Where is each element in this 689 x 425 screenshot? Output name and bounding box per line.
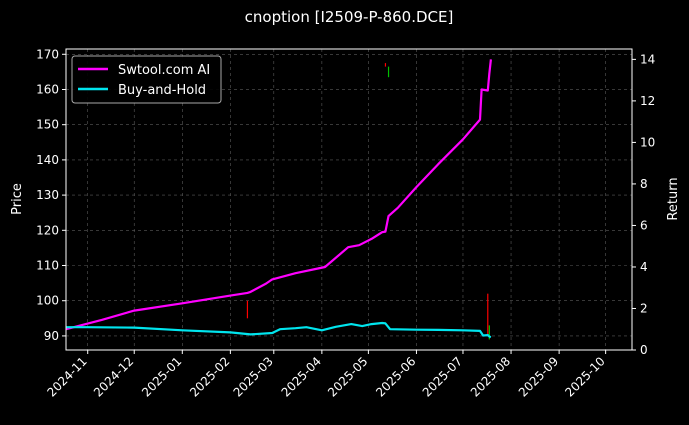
series-line-swtool [65, 59, 492, 331]
y2-tick-label: 14 [640, 52, 655, 66]
y-tick-label: 120 [36, 223, 59, 237]
series-layer [65, 59, 492, 339]
legend-box [71, 55, 222, 104]
legend: Swtool.com AI Buy-and-Hold [71, 55, 222, 104]
y-tick-label: 90 [44, 329, 59, 343]
plot-frame [65, 48, 633, 351]
y-tick-label: 100 [36, 294, 59, 308]
y2-tick-label: 2 [640, 301, 648, 315]
y2-tick-label: 6 [640, 218, 648, 232]
y2-tick-label: 12 [640, 94, 655, 108]
y-tick-label: 130 [36, 188, 59, 202]
y-tick-label: 140 [36, 153, 59, 167]
y-tick-label: 110 [36, 259, 59, 273]
y-tick-label: 160 [36, 82, 59, 96]
chart-title: cnoption [I2509-P-860.DCE] [245, 8, 454, 26]
y2-axis-label: Return [666, 177, 681, 220]
y2-tick-label: 8 [640, 177, 648, 191]
grid-layer [66, 49, 632, 350]
y-tick-label: 170 [36, 47, 59, 61]
y2-tick-label: 4 [640, 260, 648, 274]
y2-tick-label: 0 [640, 343, 648, 357]
series-line-buy-and-hold [66, 321, 492, 339]
legend-label-buy-and-hold: Buy-and-Hold [118, 83, 206, 98]
y-axis-label: Price [10, 183, 25, 215]
legend-label-swtool: Swtool.com AI [118, 63, 210, 78]
y2-tick-label: 10 [640, 135, 655, 149]
y-tick-label: 150 [36, 118, 59, 132]
